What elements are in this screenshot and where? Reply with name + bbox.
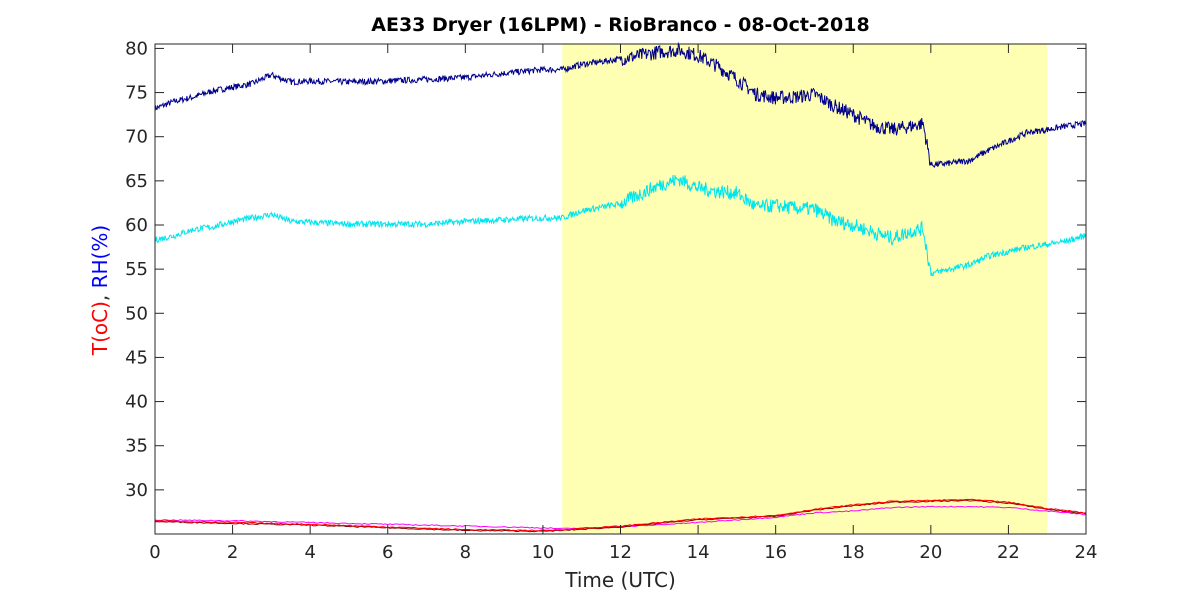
y-tick-label: 45 — [125, 347, 148, 368]
x-tick-label: 18 — [842, 542, 865, 563]
x-tick-label: 8 — [460, 542, 471, 563]
x-tick-label: 16 — [764, 542, 787, 563]
y-tick-label: 70 — [125, 127, 148, 148]
y-tick-label: 55 — [125, 259, 148, 280]
y-tick-label: 80 — [125, 38, 148, 59]
y-tick-label: 65 — [125, 171, 148, 192]
x-tick-label: 0 — [149, 542, 160, 563]
x-tick-label: 14 — [687, 542, 710, 563]
y-tick-label: 35 — [125, 436, 148, 457]
series-line-2 — [154, 174, 1087, 277]
x-tick-label: 22 — [997, 542, 1020, 563]
y-tick-label: 75 — [125, 83, 148, 104]
y-tick-label: 40 — [125, 392, 148, 413]
x-axis-label: Time (UTC) — [565, 568, 676, 592]
series-line-1 — [154, 41, 1087, 168]
x-tick-label: 4 — [304, 542, 315, 563]
x-tick-label: 20 — [919, 542, 942, 563]
x-tick-label: 6 — [382, 542, 393, 563]
daytime-shaded-region — [562, 44, 1048, 534]
x-tick-label: 24 — [1075, 542, 1098, 563]
chart-title: AE33 Dryer (16LPM) - RioBranco - 08-Oct-… — [371, 14, 870, 36]
x-tick-label: 12 — [609, 542, 632, 563]
x-tick-label: 10 — [531, 542, 554, 563]
y-tick-label: 50 — [125, 303, 148, 324]
y-tick-label: 30 — [125, 480, 148, 501]
x-tick-label: 2 — [227, 542, 238, 563]
y-tick-label: 60 — [125, 215, 148, 236]
